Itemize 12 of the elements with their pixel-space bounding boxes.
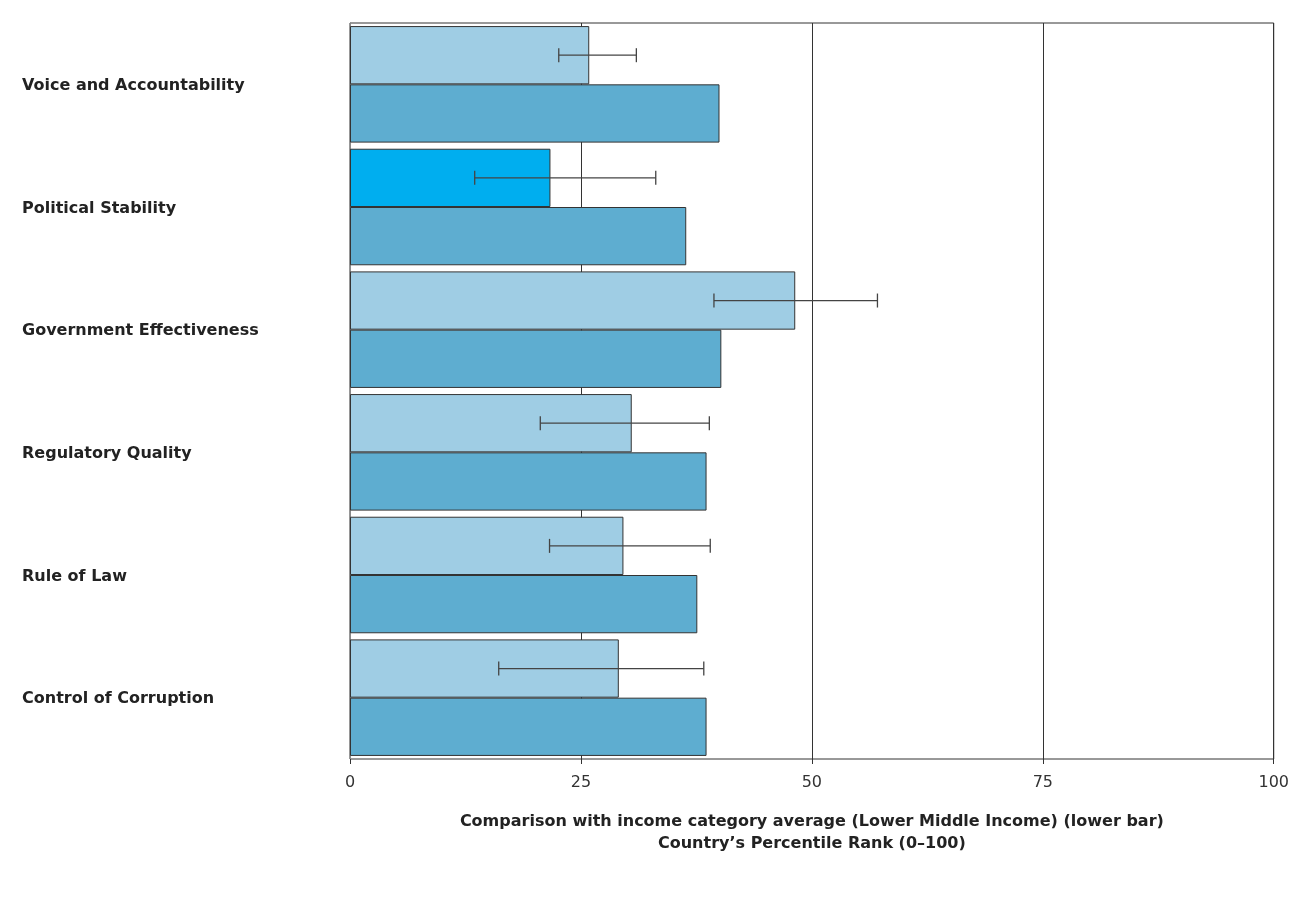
y-tick-label: Rule of Law — [22, 565, 128, 585]
x-axis-title: Comparison with income category average (Lower Middle Income) (lower bar) Country’s Percentile Rank (0–100) — [459, 810, 1164, 852]
x-tick-label: 50 — [801, 771, 823, 791]
y-tick-label: Control of Corruption — [22, 688, 215, 708]
x-tick-label: 0 — [344, 771, 356, 791]
y-tick-label: Political Stability — [22, 197, 177, 217]
x-tick-label: 75 — [1032, 771, 1053, 791]
y-tick-label: Voice and Accountability — [22, 74, 246, 94]
y-tick-label: Government Effectiveness — [22, 320, 259, 340]
x-tick-label: 100 — [1258, 771, 1289, 791]
x-tick-label: 25 — [570, 771, 592, 791]
y-tick-label: Regulatory Quality — [22, 442, 193, 462]
